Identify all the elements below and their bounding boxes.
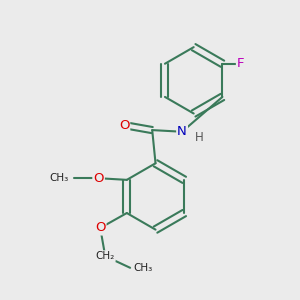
- Text: O: O: [119, 118, 129, 132]
- Text: H: H: [195, 131, 204, 144]
- Text: CH₃: CH₃: [134, 263, 153, 273]
- Text: CH₂: CH₂: [96, 251, 115, 261]
- Text: O: O: [93, 172, 104, 185]
- Text: CH₃: CH₃: [50, 173, 69, 183]
- Text: F: F: [237, 57, 244, 70]
- Text: N: N: [177, 125, 187, 138]
- Text: O: O: [95, 221, 106, 235]
